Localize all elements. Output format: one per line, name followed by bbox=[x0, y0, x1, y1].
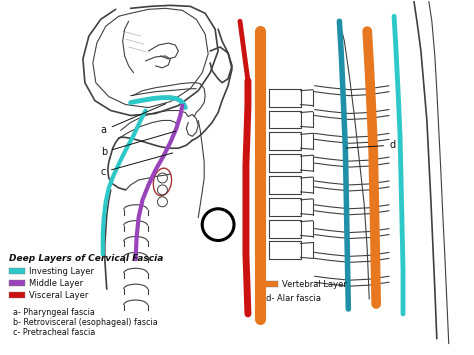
FancyBboxPatch shape bbox=[9, 268, 25, 274]
Text: Investing Layer: Investing Layer bbox=[29, 267, 94, 276]
Text: c- Pretracheal fascia: c- Pretracheal fascia bbox=[13, 328, 96, 337]
Text: d: d bbox=[346, 140, 395, 150]
Text: c: c bbox=[101, 153, 173, 177]
Text: a: a bbox=[101, 104, 166, 135]
Text: Deep Layers of Cervical Fascia: Deep Layers of Cervical Fascia bbox=[9, 255, 164, 263]
Text: Middle Layer: Middle Layer bbox=[29, 279, 83, 288]
Text: Visceral Layer: Visceral Layer bbox=[29, 291, 89, 300]
Text: b: b bbox=[101, 131, 176, 157]
FancyBboxPatch shape bbox=[9, 280, 25, 286]
FancyBboxPatch shape bbox=[9, 292, 25, 298]
Text: Vertebral Layer: Vertebral Layer bbox=[282, 280, 346, 289]
Text: b- Retrovisceral (esophageal) fascia: b- Retrovisceral (esophageal) fascia bbox=[13, 318, 158, 327]
Text: a- Pharyngeal fascia: a- Pharyngeal fascia bbox=[13, 308, 95, 317]
Text: d- Alar fascia: d- Alar fascia bbox=[266, 294, 321, 303]
FancyBboxPatch shape bbox=[262, 281, 278, 287]
